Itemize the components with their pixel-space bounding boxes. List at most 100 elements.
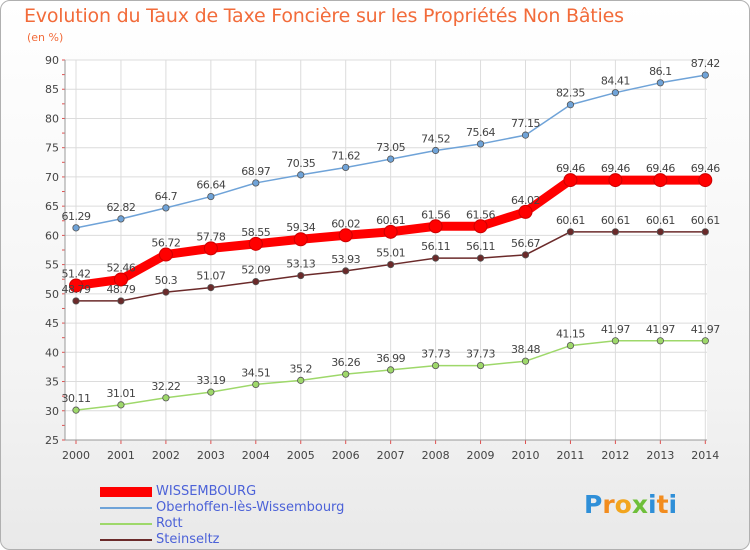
data-label: 62.82 bbox=[106, 201, 135, 214]
data-label: 61.56 bbox=[421, 208, 450, 221]
data-point bbox=[476, 140, 485, 148]
y-tick-label: 75 bbox=[45, 142, 59, 155]
data-label: 60.61 bbox=[601, 214, 630, 227]
data-label: 30.11 bbox=[62, 392, 91, 405]
data-label: 73.05 bbox=[376, 141, 405, 154]
data-point bbox=[566, 341, 575, 350]
data-point bbox=[297, 171, 305, 179]
data-point bbox=[387, 366, 395, 374]
legend-label: WISSEMBOURG bbox=[156, 484, 257, 499]
data-label: 69.46 bbox=[646, 162, 675, 175]
x-tick-label: 2014 bbox=[691, 449, 719, 462]
data-label: 84.41 bbox=[601, 75, 630, 88]
y-tick-label: 35 bbox=[45, 376, 59, 389]
data-point bbox=[701, 71, 709, 79]
data-label: 51.07 bbox=[196, 270, 225, 283]
logo-letter: i bbox=[668, 490, 678, 519]
y-tick-label: 45 bbox=[45, 317, 59, 330]
data-point bbox=[203, 241, 218, 256]
data-label: 52.09 bbox=[241, 264, 270, 277]
data-point bbox=[656, 79, 664, 87]
data-label: 70.35 bbox=[286, 157, 315, 170]
data-label: 41.97 bbox=[646, 323, 675, 336]
data-point bbox=[293, 232, 308, 247]
data-point bbox=[611, 89, 620, 97]
x-tick-label: 2002 bbox=[152, 449, 180, 462]
data-label: 66.64 bbox=[196, 179, 225, 192]
y-tick-label: 40 bbox=[45, 346, 59, 359]
data-point bbox=[653, 173, 668, 188]
data-label: 38.48 bbox=[511, 343, 540, 356]
data-label: 75.64 bbox=[466, 126, 495, 139]
logo-letter: P bbox=[584, 490, 603, 519]
x-tick-label: 2013 bbox=[646, 449, 674, 462]
data-label: 74.52 bbox=[421, 132, 450, 145]
y-unit-label: (en %) bbox=[27, 31, 64, 44]
data-point bbox=[431, 361, 440, 370]
data-point bbox=[72, 406, 80, 414]
data-label: 56.11 bbox=[421, 240, 450, 253]
data-point bbox=[158, 247, 173, 262]
logo-letter: r bbox=[602, 490, 615, 519]
data-label: 53.93 bbox=[331, 253, 360, 266]
data-label: 53.13 bbox=[286, 258, 315, 271]
y-tick-label: 90 bbox=[45, 54, 59, 67]
data-point bbox=[563, 173, 578, 188]
data-label: 56.72 bbox=[151, 237, 180, 250]
data-point bbox=[611, 228, 620, 236]
x-tick-label: 2010 bbox=[512, 449, 540, 462]
data-point bbox=[342, 267, 350, 275]
data-label: 61.29 bbox=[62, 210, 91, 223]
x-tick-label: 2004 bbox=[242, 449, 270, 462]
data-label: 56.67 bbox=[511, 237, 540, 250]
data-point bbox=[566, 228, 575, 236]
data-label: 32.22 bbox=[151, 380, 180, 393]
legend-label: Oberhoffen-lès-Wissembourg bbox=[156, 500, 345, 515]
data-point bbox=[162, 204, 170, 212]
y-tick-label: 30 bbox=[45, 405, 59, 418]
data-label: 69.46 bbox=[556, 162, 585, 175]
data-label: 71.62 bbox=[331, 149, 360, 162]
data-point bbox=[701, 228, 709, 236]
x-tick-label: 2006 bbox=[332, 449, 360, 462]
x-tick-label: 2003 bbox=[197, 449, 225, 462]
data-label: 37.73 bbox=[421, 348, 450, 361]
data-point bbox=[473, 219, 488, 234]
data-point bbox=[297, 376, 305, 384]
y-tick-label: 50 bbox=[45, 288, 59, 301]
data-label: 34.51 bbox=[241, 366, 270, 379]
y-tick-label: 25 bbox=[45, 434, 59, 447]
data-point bbox=[117, 297, 125, 305]
data-label: 64.02 bbox=[511, 194, 540, 207]
data-label: 55.01 bbox=[376, 247, 405, 260]
data-point bbox=[518, 204, 533, 219]
proxiti-logo: Proxiti bbox=[584, 490, 677, 519]
legend-label: Steinseltz bbox=[156, 532, 220, 547]
data-label: 77.15 bbox=[511, 117, 540, 130]
data-point bbox=[431, 146, 440, 155]
legend-label: Rott bbox=[156, 516, 183, 531]
legend-swatch bbox=[100, 507, 152, 509]
y-tick-label: 85 bbox=[45, 83, 59, 96]
x-tick-label: 2005 bbox=[287, 449, 315, 462]
data-point bbox=[207, 388, 215, 396]
data-point bbox=[252, 380, 260, 389]
data-point bbox=[342, 370, 350, 378]
legend-swatch bbox=[100, 523, 152, 525]
data-point bbox=[207, 192, 215, 201]
data-point bbox=[701, 337, 709, 345]
data-point bbox=[387, 260, 395, 269]
data-point bbox=[162, 288, 170, 296]
data-label: 56.11 bbox=[466, 240, 495, 253]
data-point bbox=[338, 228, 353, 243]
data-label: 59.34 bbox=[286, 221, 315, 234]
data-point bbox=[431, 254, 440, 262]
data-label: 41.97 bbox=[691, 323, 720, 336]
data-label: 69.46 bbox=[601, 162, 630, 175]
data-point bbox=[387, 155, 395, 163]
x-tick-label: 2008 bbox=[422, 449, 450, 462]
x-tick-label: 2007 bbox=[377, 449, 405, 462]
data-label: 33.19 bbox=[196, 374, 225, 387]
data-point bbox=[698, 173, 713, 188]
logo-letter: t bbox=[656, 490, 669, 519]
